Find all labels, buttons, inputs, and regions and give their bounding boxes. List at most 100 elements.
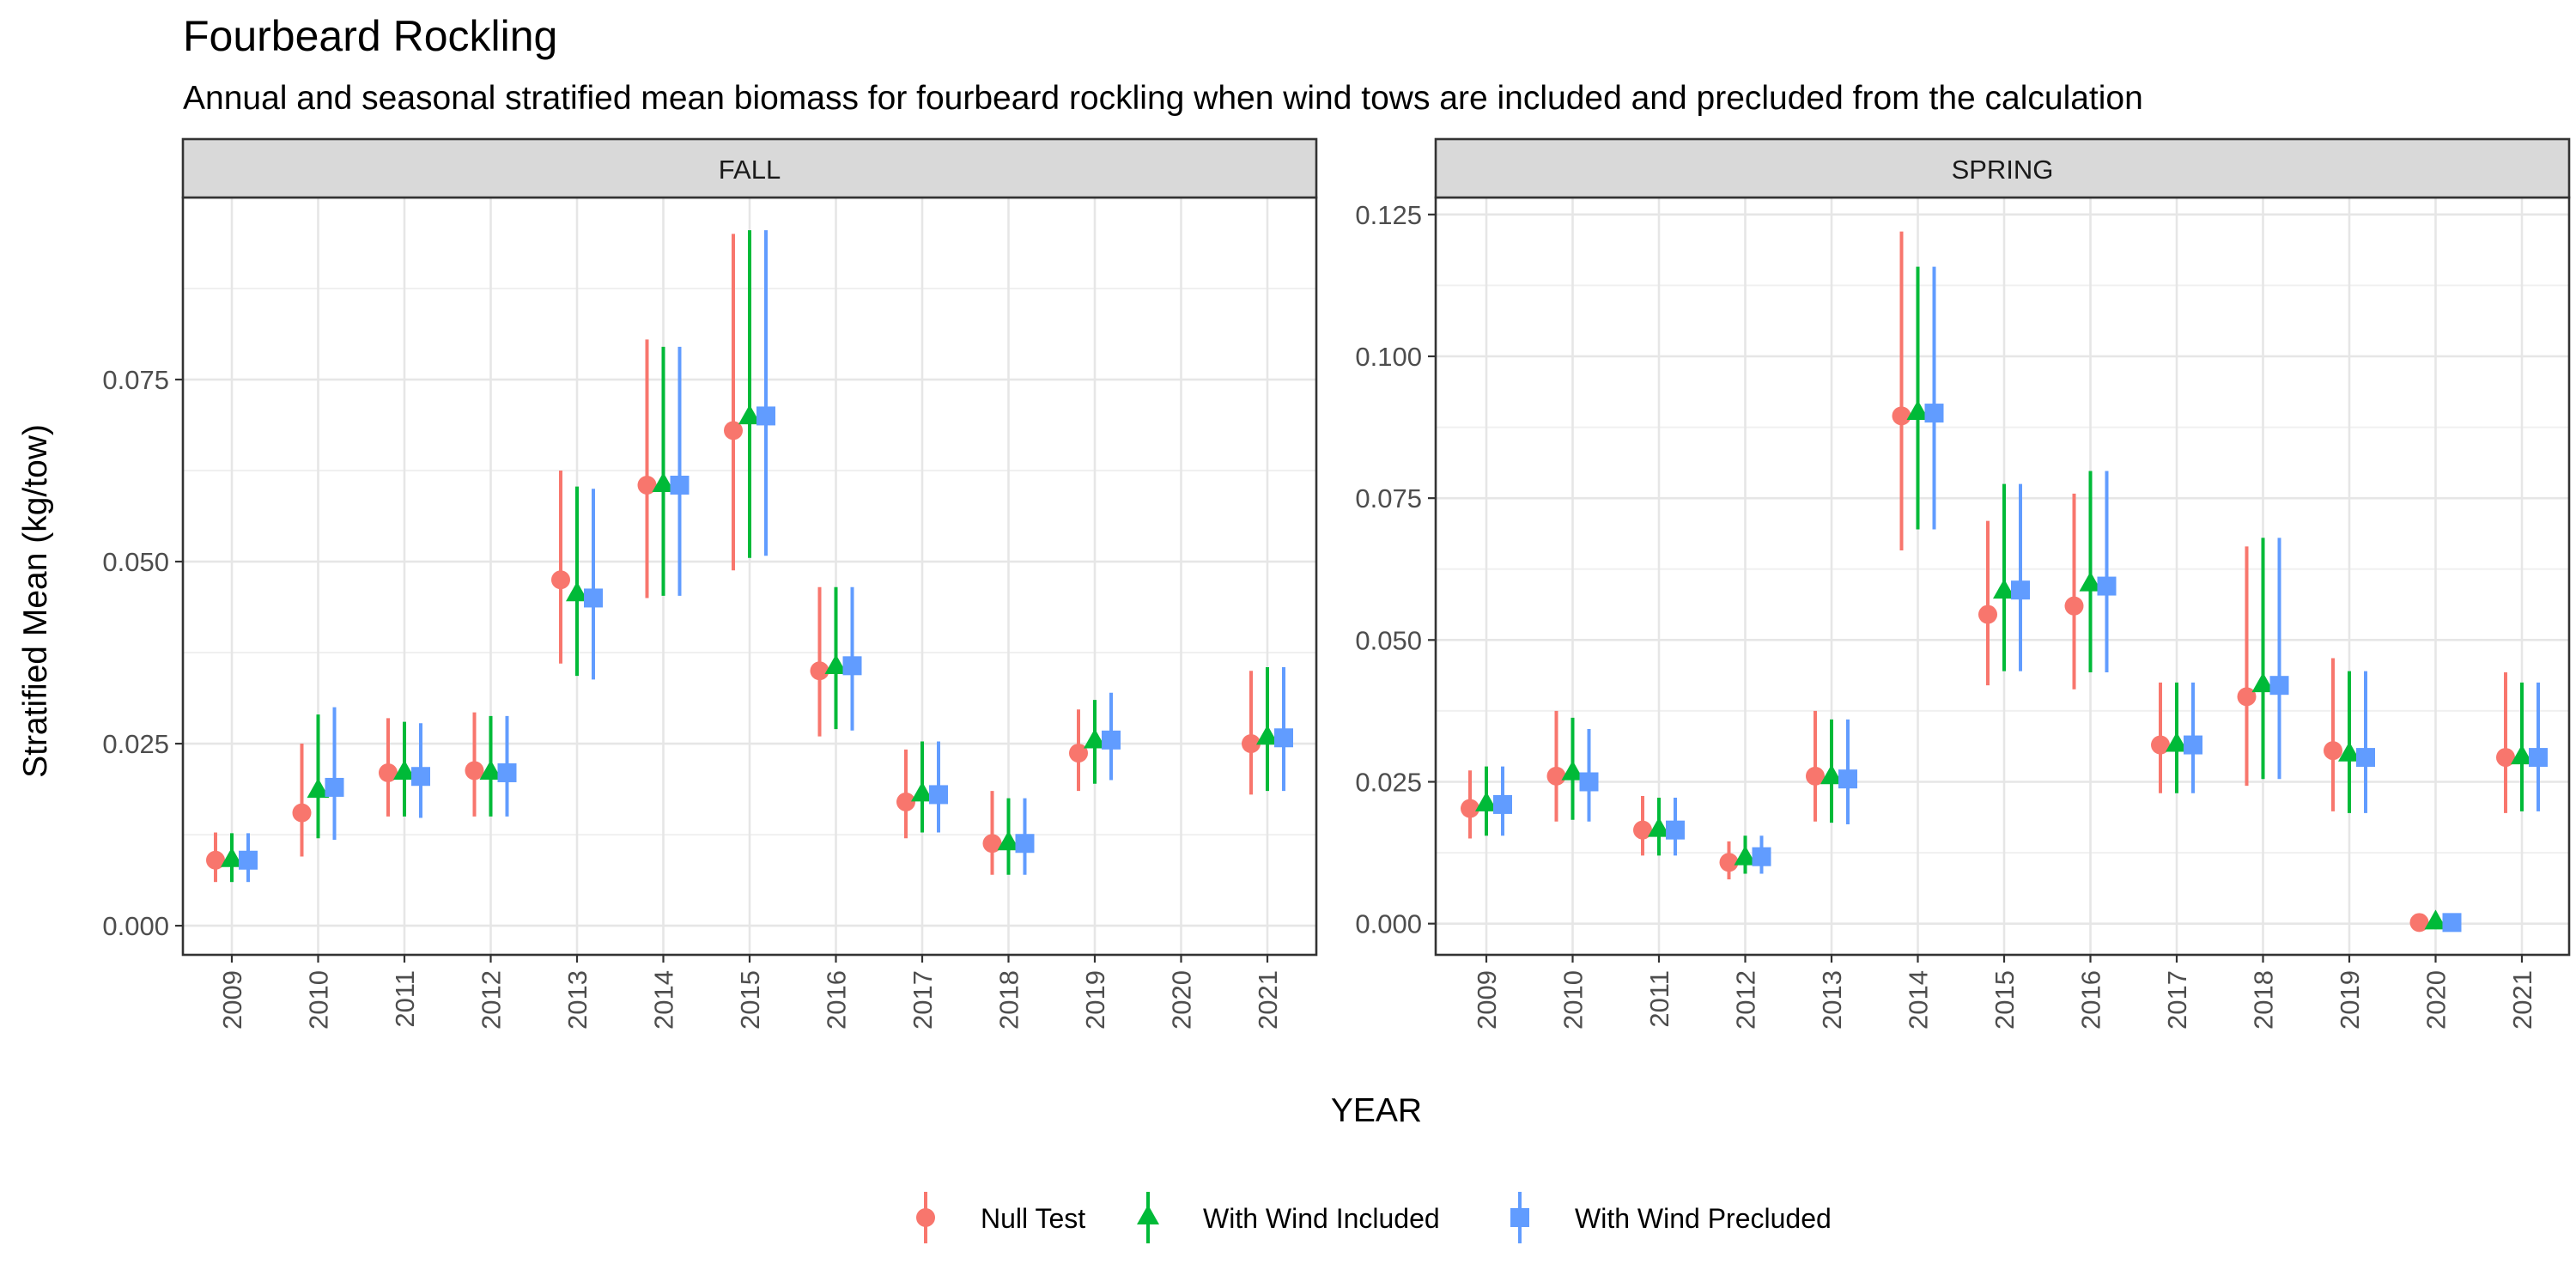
- strip-label: FALL: [719, 155, 781, 185]
- strip-fall: [181, 137, 1318, 199]
- data-point: [2442, 913, 2462, 933]
- data-point: [584, 588, 603, 608]
- data-point: [379, 762, 398, 782]
- x-tick-label: 2010: [304, 970, 334, 1030]
- series-null-test: [206, 234, 1261, 883]
- x-tick-label: 2014: [1904, 970, 1934, 1030]
- data-point: [911, 781, 933, 802]
- data-point: [2166, 732, 2188, 752]
- data-point: [1069, 744, 1088, 763]
- x-axis-label: YEAR: [1331, 1092, 1422, 1129]
- chart-title: Fourbeard Rockling: [183, 12, 557, 60]
- x-tick-label: 2020: [2421, 970, 2451, 1030]
- y-tick-label: 0.075: [1355, 483, 1422, 513]
- data-point: [1752, 847, 1771, 866]
- data-point: [2064, 596, 2084, 616]
- data-point: [393, 759, 416, 780]
- x-tick-label: 2013: [562, 970, 592, 1030]
- y-tick-label: 0.025: [1355, 767, 1422, 797]
- data-point: [929, 785, 948, 805]
- data-point: [842, 656, 862, 676]
- data-point: [1734, 845, 1757, 866]
- data-point: [1256, 725, 1279, 745]
- x-tick-label: 2018: [994, 970, 1024, 1030]
- data-point: [1579, 772, 1599, 792]
- panel-spring: 0.000 0.025 0.050 0.075 0.100 0.125 2009 2010 20…: [1355, 137, 2571, 1030]
- data-point: [1015, 834, 1035, 854]
- chart-subtitle: Annual and seasonal stratified mean biom…: [183, 80, 2143, 117]
- x-tick-label: 2020: [1167, 970, 1197, 1030]
- data-point: [2237, 687, 2257, 707]
- data-point: [1993, 579, 2015, 599]
- data-point: [551, 570, 570, 590]
- data-point: [1274, 728, 1293, 748]
- x-tick-label: 2009: [217, 970, 247, 1030]
- data-point: [1978, 605, 1997, 624]
- legend-label: Null Test: [981, 1203, 1085, 1234]
- data-point: [1820, 764, 1843, 785]
- data-point: [2338, 741, 2360, 762]
- data-point: [724, 421, 743, 440]
- data-point: [292, 803, 312, 823]
- legend-key-marker: [1510, 1208, 1529, 1227]
- panel-fall: 0.000 0.025 0.050 0.075 2009 2010 2011 2012 2013…: [102, 137, 1318, 1030]
- x-tick-label: 2018: [2249, 970, 2279, 1030]
- x-tick-label: 2015: [735, 970, 765, 1030]
- x-tick-label: 2011: [1644, 970, 1674, 1028]
- y-axis-label: Stratified Mean (kg/tow): [17, 424, 54, 778]
- y-tick-label: 0.075: [102, 365, 169, 395]
- data-point: [2184, 735, 2202, 755]
- data-point: [2151, 735, 2170, 755]
- series-with-wind-included: [221, 230, 1279, 883]
- y-tick-label: 0.125: [1355, 200, 1422, 230]
- data-point: [997, 830, 1020, 851]
- data-point: [1838, 769, 1857, 789]
- x-tick-label: 2019: [1080, 970, 1110, 1030]
- x-tick-label: 2017: [908, 970, 938, 1030]
- y-tick-label: 0.050: [1355, 625, 1422, 655]
- legend: Null Test With Wind Included With Wind Pre…: [916, 1192, 1832, 1243]
- x-tick-label: 2014: [649, 970, 679, 1030]
- data-point: [982, 834, 1002, 854]
- y-tick-label: 0.000: [102, 911, 169, 941]
- data-point: [824, 654, 848, 675]
- data-point: [2496, 748, 2515, 768]
- x-tick-label: 2010: [1558, 970, 1589, 1030]
- x-tick-label: 2021: [2507, 970, 2537, 1030]
- data-point: [1561, 760, 1584, 781]
- data-point: [1084, 728, 1106, 749]
- data-point: [1461, 799, 1479, 818]
- series-null-test: [1461, 231, 2515, 933]
- x-tick-label: 2016: [822, 970, 852, 1030]
- series-with-wind-precluded: [1493, 266, 2548, 933]
- x-tick-label: 2012: [1731, 970, 1761, 1030]
- legend-label: With Wind Precluded: [1575, 1203, 1832, 1234]
- data-point: [221, 847, 243, 867]
- data-point: [479, 759, 502, 780]
- x-tick-label: 2012: [477, 970, 507, 1030]
- data-point: [810, 661, 829, 681]
- data-point: [239, 850, 258, 870]
- data-point: [738, 404, 761, 425]
- data-point: [1666, 820, 1685, 840]
- data-point: [2356, 748, 2375, 768]
- data-point: [465, 761, 484, 781]
- data-point: [1633, 820, 1652, 840]
- data-point: [1475, 791, 1498, 811]
- y-tick-label: 0.025: [102, 729, 169, 759]
- data-point: [2529, 748, 2548, 768]
- data-point: [2269, 676, 2289, 696]
- data-point: [652, 471, 675, 492]
- series-with-wind-precluded: [239, 230, 1293, 883]
- legend-key-marker: [916, 1208, 935, 1227]
- chart-panels: 0.000 0.025 0.050 0.075 2009 2010 2011 2012 2013…: [102, 137, 2571, 1030]
- data-point: [756, 406, 775, 426]
- data-point: [411, 767, 430, 787]
- data-point: [2511, 744, 2533, 765]
- data-point: [1892, 406, 1911, 426]
- data-point: [2097, 576, 2117, 596]
- series-with-wind-included: [1475, 266, 2533, 930]
- data-point: [1648, 817, 1670, 837]
- y-tick-label: 0.100: [1355, 342, 1422, 372]
- x-tick-label: 2009: [1472, 970, 1502, 1030]
